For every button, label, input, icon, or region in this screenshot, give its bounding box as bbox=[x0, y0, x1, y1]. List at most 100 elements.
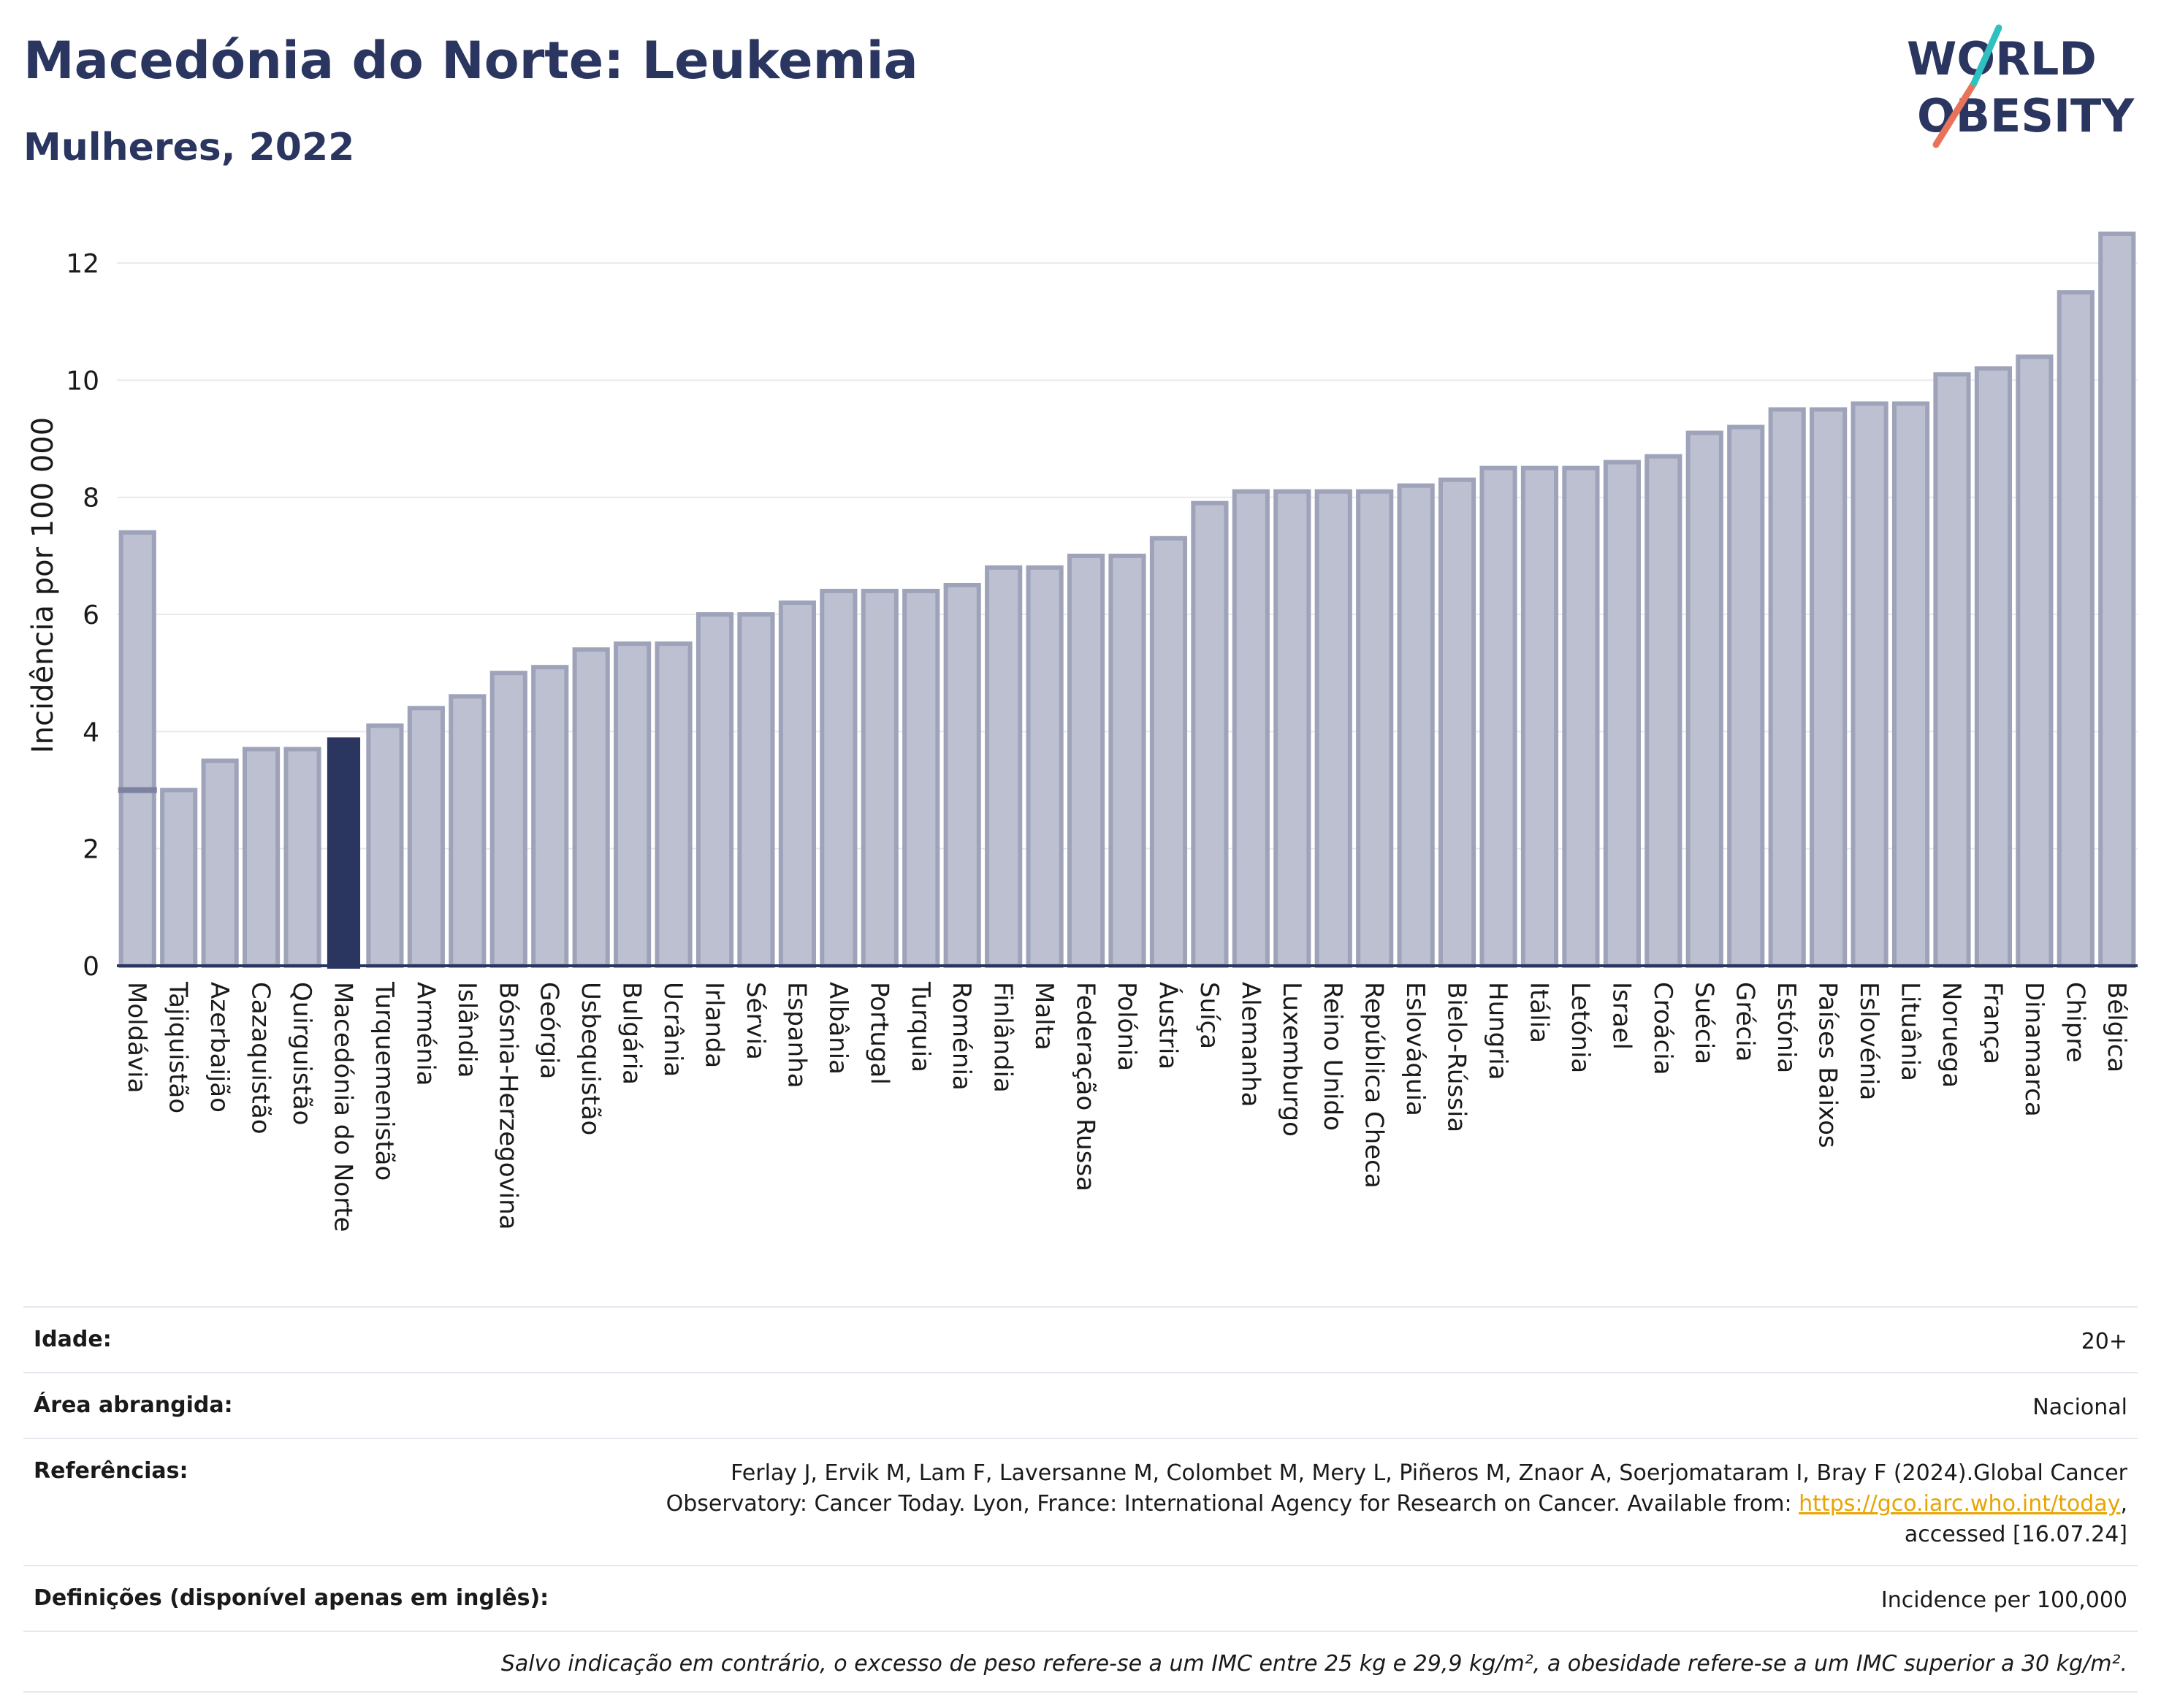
x-tick-label: Sérvia bbox=[741, 982, 770, 1060]
x-tick-label: Malta bbox=[1029, 982, 1059, 1051]
bar bbox=[118, 530, 156, 968]
reference-link[interactable]: https://gco.iarc.who.int/today bbox=[1799, 1491, 2121, 1517]
x-tick-label: Hungria bbox=[1483, 982, 1512, 1080]
bar bbox=[1191, 500, 1229, 968]
bar bbox=[1727, 424, 1765, 968]
bar bbox=[1397, 483, 1435, 968]
x-tick-label: Itália bbox=[1524, 982, 1553, 1043]
x-tick-label: Finlândia bbox=[988, 982, 1018, 1093]
bar bbox=[449, 694, 487, 968]
info-row-references: Referências: Ferlay J, Ervik M, Lam F, L… bbox=[23, 1438, 2138, 1565]
definitions-label: Definições (disponível apenas em inglês)… bbox=[34, 1585, 549, 1611]
x-tick-label: Suécia bbox=[1689, 982, 1718, 1064]
bar bbox=[2057, 290, 2095, 969]
age-value: 20+ bbox=[2081, 1329, 2127, 1354]
bar bbox=[1891, 401, 1930, 968]
bar bbox=[489, 671, 527, 968]
info-row-definitions: Definições (disponível apenas em inglês)… bbox=[23, 1565, 2138, 1631]
bar bbox=[1067, 553, 1105, 968]
bar bbox=[407, 706, 445, 969]
x-tick-label: Moldávia bbox=[122, 982, 151, 1093]
bar bbox=[655, 641, 693, 968]
y-tick-label: 8 bbox=[83, 484, 99, 514]
x-tick-label: Portugal bbox=[864, 982, 893, 1085]
footnote: Salvo indicação em contrário, o excesso … bbox=[500, 1651, 2127, 1677]
bar bbox=[1685, 430, 1723, 968]
info-table: Idade: 20+ Área abrangida: Nacional Refe… bbox=[23, 1306, 2138, 1693]
x-tick-label: Bielo-Rússia bbox=[1442, 982, 1471, 1132]
bar bbox=[1356, 489, 1394, 968]
bar bbox=[327, 737, 361, 969]
bar bbox=[985, 565, 1023, 968]
bar bbox=[1520, 465, 1559, 968]
bar bbox=[778, 601, 816, 968]
bar bbox=[1438, 477, 1476, 968]
x-tick-label: Espanha bbox=[782, 982, 811, 1089]
bar bbox=[902, 588, 940, 968]
x-tick-label: Albânia bbox=[823, 982, 853, 1075]
bar bbox=[1232, 489, 1270, 968]
x-tick-label: Eslovénia bbox=[1854, 982, 1883, 1100]
y-tick-label: 4 bbox=[83, 717, 99, 747]
x-tick-label: Alemanha bbox=[1235, 982, 1265, 1107]
y-tick-label: 2 bbox=[83, 835, 99, 865]
logo-slash-top bbox=[1970, 24, 2002, 87]
bar bbox=[861, 588, 899, 968]
bar bbox=[2098, 232, 2136, 968]
bar bbox=[1149, 535, 1188, 968]
x-tick-label: Países Baixos bbox=[1813, 982, 1842, 1148]
x-tick-label: Eslováquia bbox=[1400, 982, 1430, 1116]
y-tick-label: 10 bbox=[66, 366, 99, 396]
info-row-area: Área abrangida: Nacional bbox=[23, 1372, 2138, 1438]
x-tick-label: Suíça bbox=[1194, 982, 1224, 1049]
x-tick-label: Bélgica bbox=[2102, 982, 2131, 1072]
y-axis-title: Incidência por 100 000 bbox=[26, 417, 60, 753]
x-tick-label: Bósnia-Herzegovina bbox=[493, 982, 522, 1230]
x-tick-label: Croácia bbox=[1648, 982, 1677, 1075]
bar bbox=[737, 612, 775, 968]
bar bbox=[283, 747, 321, 968]
bar bbox=[943, 582, 981, 968]
bar bbox=[1479, 465, 1517, 968]
x-tick-label: Noruega bbox=[1937, 982, 1966, 1088]
x-tick-label: Dinamarca bbox=[2019, 982, 2048, 1117]
bar bbox=[160, 788, 198, 969]
x-tick-label: Federação Russa bbox=[1071, 982, 1100, 1192]
y-tick-label: 6 bbox=[83, 601, 99, 630]
area-value: Nacional bbox=[2032, 1395, 2127, 1420]
y-tick-label: 0 bbox=[83, 952, 99, 982]
reference-line-3: accessed [16.07.24] bbox=[1904, 1522, 2127, 1547]
references-value: Ferlay J, Ervik M, Lam F, Laversanne M, … bbox=[666, 1460, 2127, 1547]
x-tick-label: Reino Unido bbox=[1318, 982, 1347, 1131]
x-tick-label: Azerbaijão bbox=[205, 982, 234, 1113]
x-tick-label: França bbox=[1978, 982, 2007, 1064]
bar bbox=[531, 665, 569, 969]
references-label: Referências: bbox=[34, 1458, 188, 1484]
bar bbox=[1273, 489, 1311, 968]
x-tick-label: Luxemburgo bbox=[1277, 982, 1306, 1137]
reference-line-2: Observatory: Cancer Today. Lyon, France:… bbox=[666, 1491, 1799, 1517]
x-tick-label: Grécia bbox=[1731, 982, 1760, 1061]
logo-line-1: WORLD bbox=[1907, 32, 2097, 85]
bar bbox=[2016, 354, 2054, 968]
bar bbox=[1768, 407, 1806, 968]
x-tick-label: Lituânia bbox=[1896, 982, 1925, 1081]
bar bbox=[1644, 454, 1682, 968]
bar bbox=[1974, 366, 2013, 969]
x-tick-label: Islândia bbox=[452, 982, 481, 1078]
x-tick-label: Roménia bbox=[947, 982, 976, 1091]
x-tick-label: Israel bbox=[1607, 982, 1636, 1050]
bar bbox=[1851, 401, 1889, 968]
bar bbox=[1108, 553, 1146, 968]
bar bbox=[1314, 489, 1352, 968]
age-label: Idade: bbox=[34, 1327, 112, 1352]
bar bbox=[201, 758, 239, 968]
x-tick-label: Turquia bbox=[906, 981, 935, 1072]
area-label: Área abrangida: bbox=[34, 1392, 233, 1418]
x-tick-label: Tajiquistão bbox=[164, 981, 193, 1113]
x-tick-label: República Checa bbox=[1360, 982, 1389, 1189]
info-row-note: Salvo indicação em contrário, o excesso … bbox=[23, 1631, 2138, 1693]
x-tick-label: Usbequistão bbox=[576, 982, 605, 1135]
x-tick-label: Turquemenistão bbox=[370, 981, 399, 1181]
x-tick-label: Macedónia do Norte bbox=[328, 982, 357, 1232]
